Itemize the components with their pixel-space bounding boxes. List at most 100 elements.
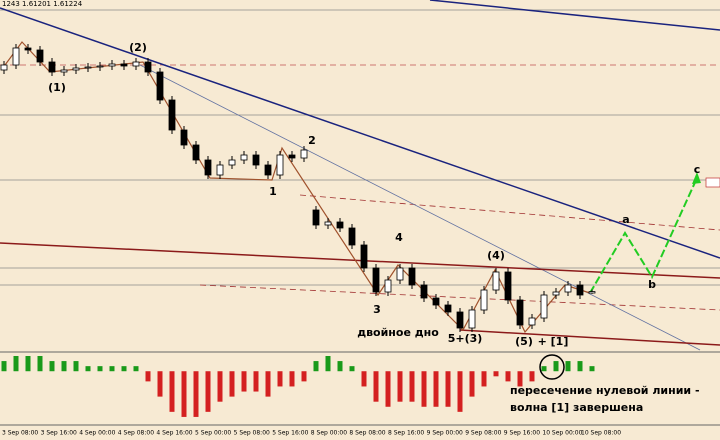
histogram-bar (397, 371, 403, 402)
arrow-head (692, 172, 701, 184)
candle-body (540, 294, 548, 319)
candle-body (420, 284, 428, 299)
x-tick-label: 10 Sep 00:00 (542, 430, 582, 437)
histogram-bar (145, 371, 151, 382)
candle-body (60, 69, 68, 73)
trend-line (139, 64, 701, 351)
histogram-bar (265, 371, 271, 397)
annotation: 3 (373, 303, 381, 316)
candle-body (228, 159, 236, 166)
candle-body (84, 66, 92, 69)
annotation: (2) (129, 41, 147, 54)
histogram-bar (337, 361, 343, 372)
histogram-bar (301, 371, 307, 382)
candle-body (432, 297, 440, 306)
candle-body (48, 61, 56, 73)
histogram-bar (373, 371, 379, 402)
candle-body (564, 284, 572, 293)
x-tick-label: 3 Sep 08:00 (2, 430, 38, 437)
annotation: (4) (487, 249, 505, 262)
histogram-bar (61, 361, 67, 372)
histogram-bar (481, 371, 487, 387)
candle-body (156, 71, 164, 101)
trend-line (0, 7, 720, 259)
candle-body (24, 47, 32, 51)
x-tick-label: 4 Sep 00:00 (79, 430, 115, 437)
candle-body (372, 267, 380, 293)
candle-body (252, 154, 260, 166)
histogram-bar (517, 371, 523, 387)
annotation: 2 (308, 134, 316, 147)
candle-body (384, 279, 392, 293)
annotation: 5+(3) (448, 332, 483, 345)
candle-body (216, 164, 224, 176)
histogram-bar (313, 361, 319, 372)
candle-body (72, 67, 80, 71)
candle-body (132, 61, 140, 67)
candle-body (108, 63, 116, 67)
candle-body (312, 209, 320, 226)
candle-body (264, 164, 272, 176)
candle-body (504, 271, 512, 301)
candle-body (528, 317, 536, 326)
trend-line (0, 242, 720, 279)
x-tick-label: 4 Sep 08:00 (118, 430, 154, 437)
candle-body (408, 267, 416, 286)
histogram-bar (169, 371, 175, 412)
histogram-bar (409, 371, 415, 402)
histogram-bar (421, 371, 427, 407)
histogram-bar (433, 371, 439, 407)
histogram-bar (289, 371, 295, 387)
annotation: + [1] (538, 335, 569, 348)
histogram-bar (37, 356, 43, 372)
dashed-line (299, 194, 720, 231)
annotation: 1 (269, 185, 277, 198)
candle-body (324, 221, 332, 226)
candle-body (396, 267, 404, 281)
candle-body (576, 284, 584, 296)
histogram-bar (541, 366, 547, 372)
histogram-bar (49, 361, 55, 372)
trend-line (429, 0, 720, 31)
histogram-bar (565, 361, 571, 372)
projection-line (589, 177, 698, 294)
candle-body (192, 144, 200, 161)
x-tick-label: 9 Sep 00:00 (427, 430, 463, 437)
histogram-bar (589, 366, 595, 372)
candle-body (240, 154, 248, 161)
candle-body (36, 49, 44, 63)
x-tick-label: 10 Sep 08:00 (581, 430, 621, 437)
annotation: a (622, 213, 629, 226)
histogram-bar (241, 371, 247, 392)
histogram-bar (97, 366, 103, 372)
trend-line (459, 329, 720, 346)
histogram-bar (109, 366, 115, 372)
histogram-bar (445, 371, 451, 407)
histogram-bar (349, 366, 355, 372)
candle-body (96, 65, 104, 68)
histogram-bar (529, 371, 535, 382)
candle-body (348, 227, 356, 246)
x-tick-label: 8 Sep 08:00 (349, 430, 385, 437)
candle-body (276, 154, 284, 176)
candle-body (120, 63, 128, 67)
candle-body (144, 61, 152, 73)
x-tick-label: 9 Sep 08:00 (465, 430, 501, 437)
x-tick-label: 3 Sep 16:00 (41, 430, 77, 437)
candle-body (168, 99, 176, 131)
x-tick-label: 5 Sep 00:00 (195, 430, 231, 437)
histogram-bar (253, 371, 259, 392)
x-tick-label: 4 Sep 16:00 (156, 430, 192, 437)
annotation: 4 (395, 231, 403, 244)
candle-body (588, 291, 596, 294)
x-tick-label: 5 Sep 16:00 (272, 430, 308, 437)
candle-body (444, 304, 452, 313)
candle-body (12, 47, 20, 66)
histogram-bar (1, 361, 7, 372)
histogram-bar (385, 371, 391, 407)
x-tick-label: 5 Sep 08:00 (234, 430, 270, 437)
candle-body (180, 129, 188, 146)
candle-body (204, 159, 212, 176)
annotation: (1) (48, 81, 66, 94)
